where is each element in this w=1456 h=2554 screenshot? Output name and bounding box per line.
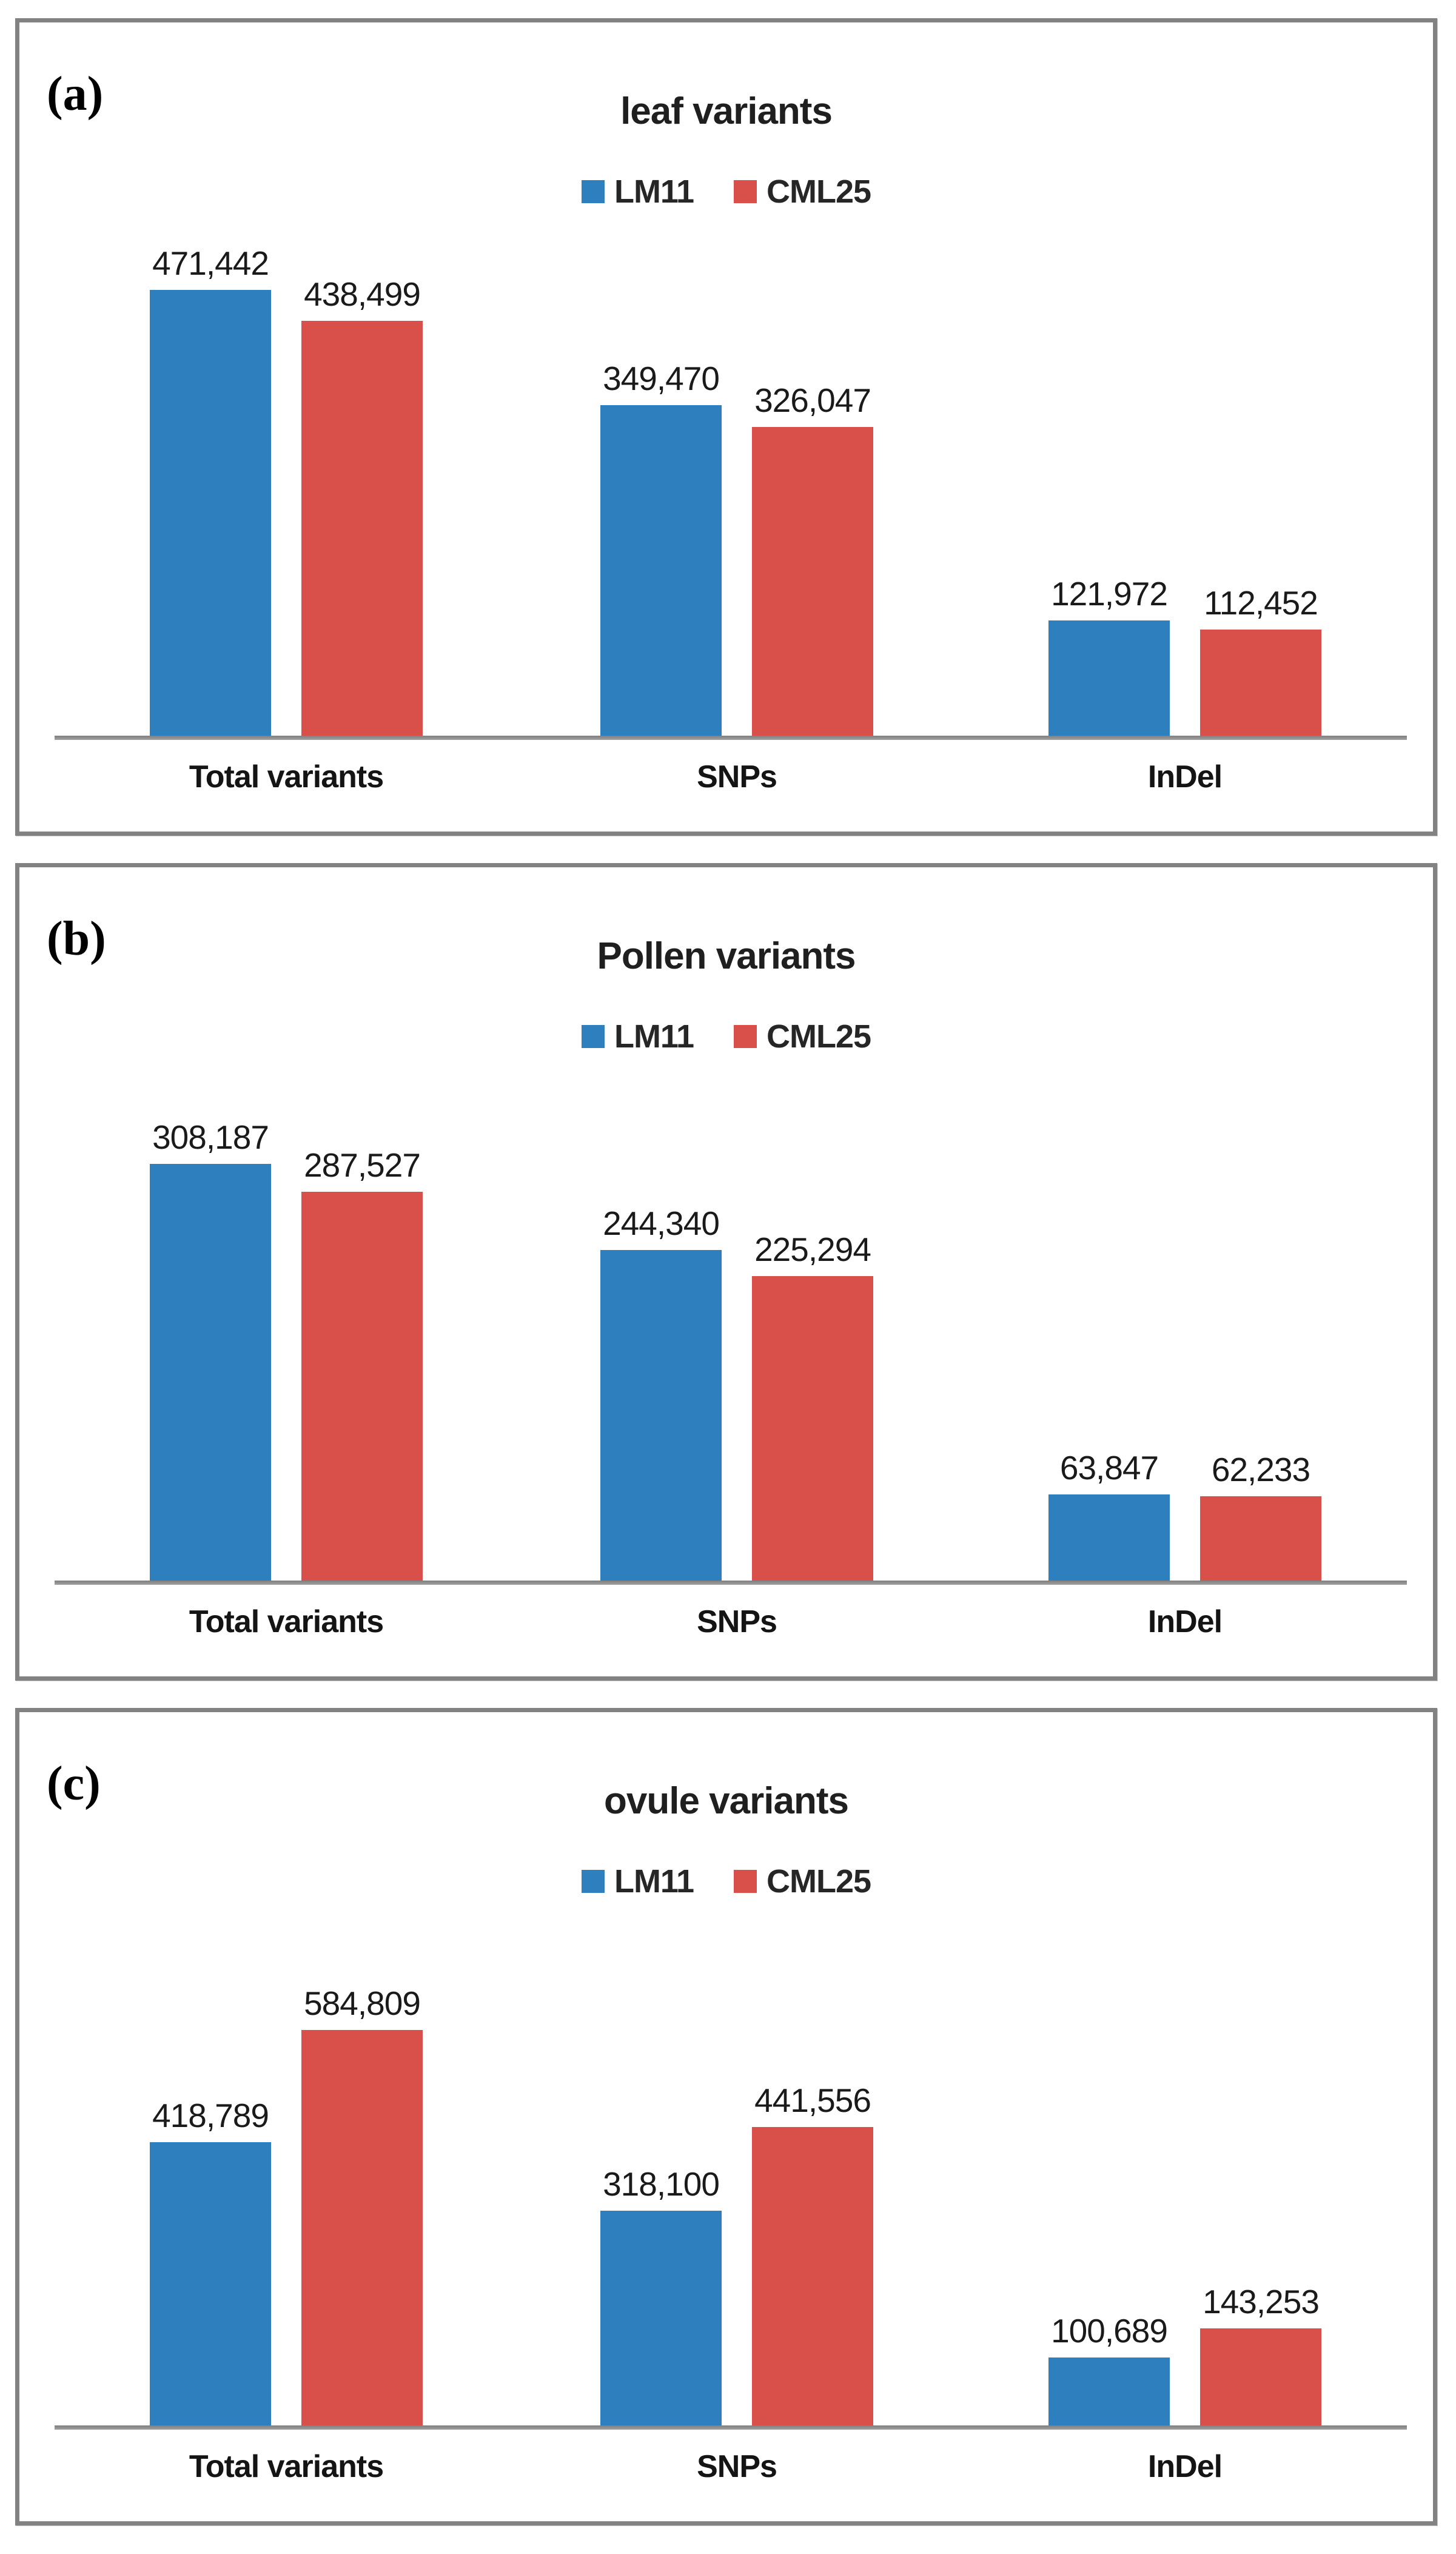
plot-area: 418,789 318,100 100,689 584,809 441,556 143,2… bbox=[19, 1712, 1433, 2425]
bar-cml25-indel bbox=[1200, 1496, 1321, 1581]
bar-cml25-total-variants bbox=[301, 321, 423, 736]
bar-lm11-snps bbox=[600, 1250, 722, 1581]
x-axis-label-total-variants: Total variants bbox=[189, 1604, 384, 1639]
chart-title-ovule-variants: ovule variants bbox=[604, 1780, 849, 1823]
x-axis-labels: Total variants SNPs InDel bbox=[19, 761, 1433, 804]
legend-label-cml25: CML25 bbox=[767, 173, 871, 210]
bar-lm11-indel bbox=[1048, 620, 1170, 736]
value-label-lm11-snps: 318,100 bbox=[603, 2165, 720, 2203]
value-label-cml25-snps: 326,047 bbox=[754, 381, 871, 419]
panel-b: (b) Pollen variants LM11 CML25 308,187 24… bbox=[15, 863, 1437, 1681]
value-label-lm11-total-variants: 308,187 bbox=[152, 1118, 269, 1156]
value-label-cml25-snps: 441,556 bbox=[754, 2082, 871, 2119]
value-label-cml25-snps: 225,294 bbox=[754, 1231, 871, 1268]
legend-item-lm11: LM11 bbox=[581, 1018, 694, 1055]
x-axis-label-snps: SNPs bbox=[697, 1604, 777, 1639]
x-axis-line bbox=[55, 2425, 1407, 2430]
value-label-lm11-indel: 100,689 bbox=[1051, 2312, 1168, 2350]
cml25-swatch-icon bbox=[734, 180, 757, 203]
cml25-swatch-icon bbox=[734, 1025, 757, 1048]
legend-item-lm11: LM11 bbox=[581, 173, 694, 210]
bar-cml25-snps bbox=[752, 2127, 873, 2425]
value-label-cml25-indel: 112,452 bbox=[1204, 584, 1318, 622]
chart-title-pollen-variants: Pollen variants bbox=[597, 935, 856, 978]
lm11-swatch-icon bbox=[581, 1025, 605, 1048]
panel-c: (c) ovule variants LM11 CML25 418,789 318… bbox=[15, 1708, 1437, 2525]
plot-area: 471,442 349,470 121,972 438,499 326,047 112,4… bbox=[19, 22, 1433, 736]
cml25-swatch-icon bbox=[734, 1870, 757, 1893]
panel-letter-b: (b) bbox=[47, 912, 106, 966]
x-axis-line bbox=[55, 1581, 1407, 1585]
x-axis-label-snps: SNPs bbox=[697, 759, 777, 795]
value-label-lm11-indel: 63,847 bbox=[1059, 1449, 1159, 1487]
bar-lm11-total-variants bbox=[150, 1164, 271, 1581]
bar-lm11-indel bbox=[1048, 1494, 1170, 1581]
lm11-swatch-icon bbox=[581, 180, 605, 203]
bar-cml25-snps bbox=[752, 1276, 873, 1581]
legend-label-lm11: LM11 bbox=[614, 1018, 694, 1055]
x-axis-label-total-variants: Total variants bbox=[189, 759, 384, 795]
x-axis-label-indel: InDel bbox=[1147, 2449, 1223, 2484]
legend-item-cml25: CML25 bbox=[734, 1020, 871, 1053]
x-axis-labels: Total variants SNPs InDel bbox=[19, 2451, 1433, 2493]
panel-letter-a: (a) bbox=[47, 67, 104, 121]
legend: LM11 CML25 bbox=[19, 1020, 1433, 1053]
legend-item-cml25: CML25 bbox=[734, 175, 871, 208]
legend-label-cml25: CML25 bbox=[767, 1018, 871, 1055]
bar-lm11-total-variants bbox=[150, 290, 271, 736]
bar-lm11-snps bbox=[600, 2211, 722, 2425]
x-axis-line bbox=[55, 736, 1407, 740]
bar-lm11-total-variants bbox=[150, 2142, 271, 2425]
bar-cml25-total-variants bbox=[301, 2030, 423, 2425]
value-label-cml25-total-variants: 438,499 bbox=[304, 275, 421, 313]
legend-label-lm11: LM11 bbox=[614, 173, 694, 210]
value-label-lm11-snps: 349,470 bbox=[603, 360, 720, 397]
chart-title-leaf-variants: leaf variants bbox=[620, 90, 833, 133]
legend-item-cml25: CML25 bbox=[734, 1865, 871, 1898]
x-axis-label-total-variants: Total variants bbox=[189, 2449, 384, 2484]
bar-lm11-indel bbox=[1048, 2357, 1170, 2425]
plot-area: 308,187 244,340 63,847 287,527 225,294 62,233 bbox=[19, 867, 1433, 1581]
panel-a: (a) leaf variants LM11 CML25 471,442 349,… bbox=[15, 18, 1437, 836]
legend: LM11 CML25 bbox=[19, 1865, 1433, 1898]
x-axis-label-indel: InDel bbox=[1147, 759, 1223, 795]
x-axis-label-snps: SNPs bbox=[697, 2449, 777, 2484]
value-label-lm11-total-variants: 418,789 bbox=[152, 2097, 269, 2134]
panel-letter-c: (c) bbox=[47, 1757, 101, 1810]
bar-cml25-total-variants bbox=[301, 1192, 423, 1581]
value-label-cml25-total-variants: 287,527 bbox=[304, 1146, 421, 1184]
value-label-cml25-indel: 62,233 bbox=[1211, 1451, 1310, 1488]
legend-label-lm11: LM11 bbox=[614, 1863, 694, 1900]
value-label-lm11-total-variants: 471,442 bbox=[152, 244, 269, 282]
x-axis-labels: Total variants SNPs InDel bbox=[19, 1606, 1433, 1648]
lm11-swatch-icon bbox=[581, 1870, 605, 1893]
bar-lm11-snps bbox=[600, 405, 722, 736]
value-label-cml25-indel: 143,253 bbox=[1203, 2283, 1320, 2320]
legend-item-lm11: LM11 bbox=[581, 1863, 694, 1900]
x-axis-label-indel: InDel bbox=[1147, 1604, 1223, 1639]
value-label-cml25-total-variants: 584,809 bbox=[304, 1984, 421, 2022]
bar-cml25-indel bbox=[1200, 2328, 1321, 2425]
bar-cml25-snps bbox=[752, 427, 873, 736]
bar-cml25-indel bbox=[1200, 630, 1321, 736]
value-label-lm11-snps: 244,340 bbox=[603, 1205, 720, 1242]
legend-label-cml25: CML25 bbox=[767, 1863, 871, 1900]
legend: LM11 CML25 bbox=[19, 175, 1433, 208]
value-label-lm11-indel: 121,972 bbox=[1051, 575, 1168, 613]
